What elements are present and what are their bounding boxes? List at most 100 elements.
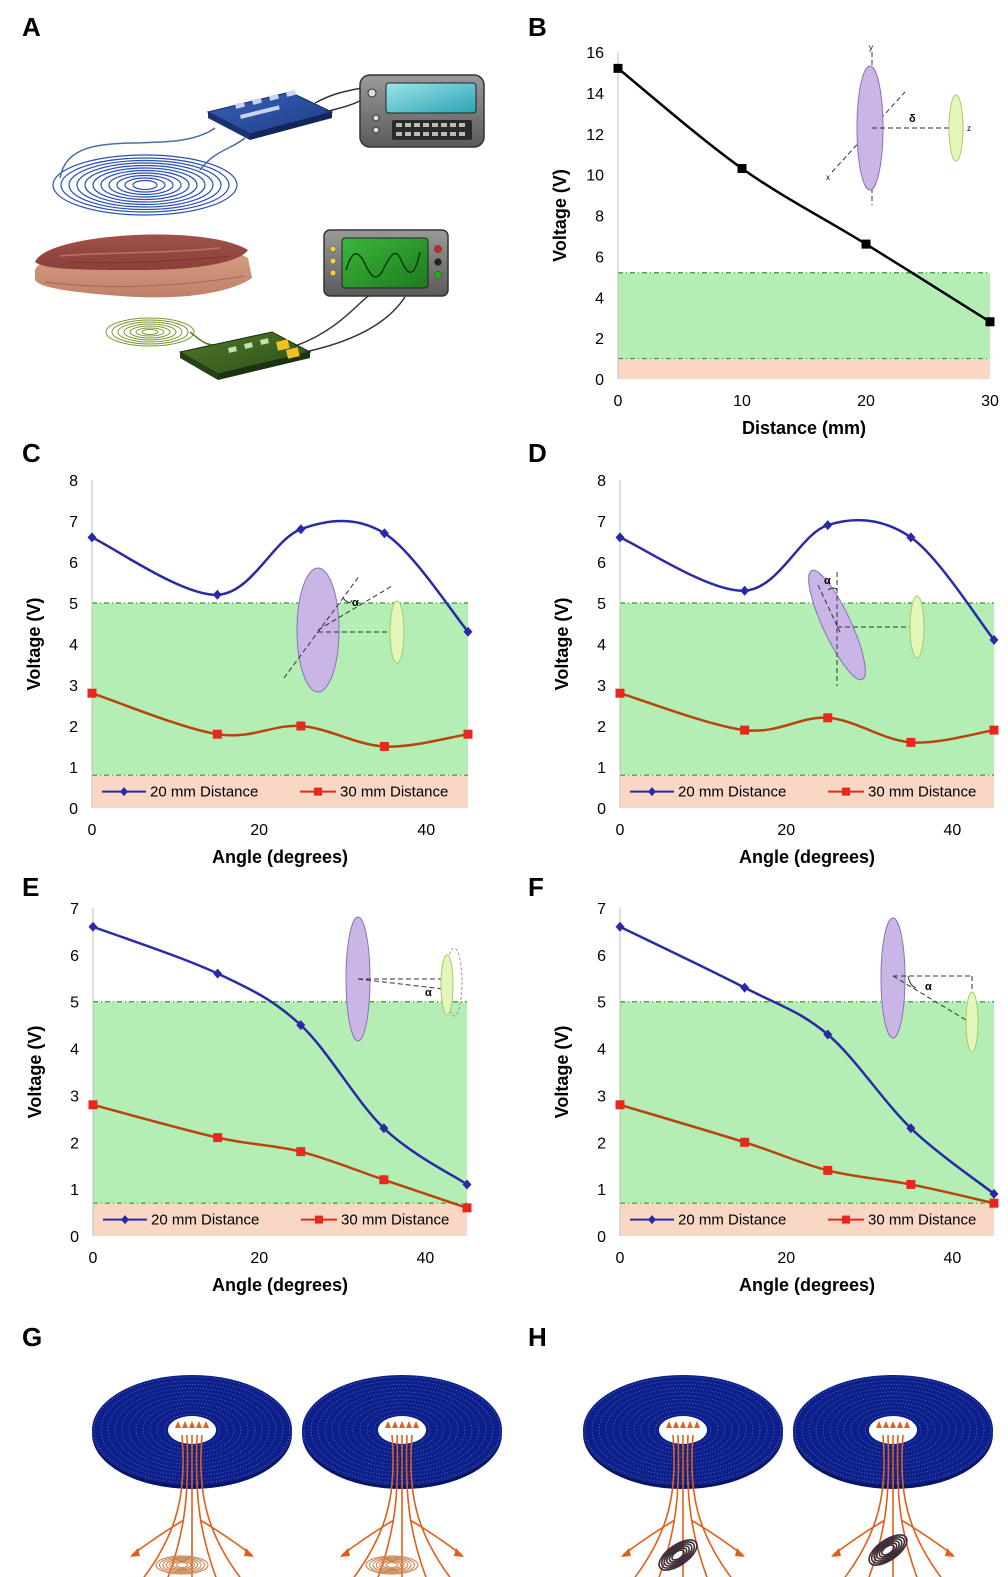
chart-b-x-axis-title: Distance (mm) — [742, 418, 866, 438]
chart-d-series-1-point — [906, 532, 916, 543]
chart-d-series-2-point — [740, 725, 750, 735]
coil-turn — [331, 1391, 473, 1469]
chart-e-series-2-point — [462, 1203, 472, 1213]
receiver-coil-turn — [175, 1562, 189, 1568]
transmitter-board-icon — [206, 89, 334, 140]
field-line — [353, 1434, 394, 1577]
receiver-coil-icon — [105, 317, 195, 347]
panel-label-c: C — [22, 438, 41, 468]
chart-d-y-tick-label: 0 — [597, 801, 606, 818]
field-arrow — [399, 1421, 405, 1428]
panel-label-g: G — [22, 1322, 42, 1352]
chart-e-series-2-point — [88, 1100, 98, 1110]
receiver-coil-turn — [873, 1538, 903, 1562]
chart-c-operating-band — [92, 603, 468, 776]
panel-label-d: D — [528, 438, 547, 468]
chart-d-legend-marker-2 — [842, 787, 850, 796]
receiver-board-icon — [178, 331, 312, 380]
field-arrow — [945, 1548, 955, 1557]
chart-c-legend-label-2: 30 mm Distance — [340, 784, 448, 801]
chart-d-series-2-point — [823, 713, 833, 723]
chart-e-y-tick-label: 7 — [70, 901, 79, 918]
chart-f-legend-marker-1 — [648, 1215, 656, 1225]
field-arrow — [182, 1421, 188, 1428]
chart-b-series-1-line — [617, 67, 991, 323]
panel-a-illustration — [35, 74, 485, 380]
chart-b: 0 2 4 6 8 10 12 14 16 0 10 20 30 Distance (mm) Voltage… — [550, 45, 999, 438]
chart-f-series-2-point — [989, 1198, 999, 1208]
chart-d-x-axis-title: Angle (degrees) — [739, 847, 875, 867]
chart-c-x-tick-label: 20 — [250, 822, 268, 839]
chart-e-x-tick-label: 0 — [89, 1250, 98, 1267]
coil-turn — [366, 1409, 438, 1451]
field-arrow — [735, 1548, 745, 1557]
chart-d-y-tick-label: 8 — [597, 473, 606, 490]
chart-c-x-tick-label: 40 — [417, 822, 435, 839]
field-line — [896, 1434, 918, 1577]
receiver-coil-turn — [379, 1559, 405, 1571]
chart-f-x-axis-title: Angle (degrees) — [739, 1275, 875, 1295]
receiver-coil-turn — [665, 1545, 691, 1565]
field-arrow — [687, 1421, 693, 1428]
coil-turn — [808, 1384, 978, 1477]
inset-d-alpha: α — [824, 575, 831, 587]
coil-turn — [156, 1409, 228, 1451]
coil-turn — [850, 1406, 936, 1454]
coil-center-hole — [378, 1416, 426, 1444]
chart-c-y-tick-label: 0 — [69, 801, 78, 818]
field-line — [143, 1434, 184, 1577]
chart-c-y-tick-label: 5 — [69, 596, 78, 613]
chart-e-operating-band — [93, 1001, 467, 1204]
chart-e-x-tick-label: 20 — [250, 1250, 268, 1267]
panel-label-e: E — [22, 872, 39, 902]
chart-d-y-tick-label: 7 — [597, 514, 606, 531]
panel-h-receiver-right — [868, 1534, 908, 1566]
coil-turn — [107, 1384, 277, 1477]
chart-b-y-tick-label: 10 — [586, 168, 604, 185]
field-line — [691, 1434, 732, 1577]
chart-c-legend-label-1: 20 mm Distance — [150, 784, 258, 801]
receiver-coil-turn — [382, 1561, 402, 1569]
chart-f-legend-label-1: 20 mm Distance — [678, 1212, 786, 1229]
chart-f-y-tick-label: 7 — [597, 901, 606, 918]
field-arrow — [175, 1421, 181, 1428]
chart-c-y-tick-label: 2 — [69, 719, 78, 736]
chart-b-y-tick-label: 8 — [595, 209, 604, 226]
chart-c-series-1-point — [87, 532, 97, 543]
chart-e-y-axis-title: Voltage (V) — [25, 1026, 45, 1119]
chart-c-series-1-point — [212, 589, 222, 600]
field-arrow — [666, 1421, 672, 1428]
chart-f-series-1-point — [823, 1029, 833, 1040]
chart-e-y-tick-label: 4 — [70, 1042, 79, 1059]
chart-c-y-tick-label: 8 — [69, 473, 78, 490]
coil-turn — [149, 1406, 235, 1454]
coil-turn — [654, 1413, 712, 1447]
field-line — [195, 1434, 217, 1577]
chart-f-y-tick-label: 1 — [597, 1182, 606, 1199]
chart-b-series-1-point — [613, 63, 623, 73]
receiver-coil-turn — [158, 1556, 206, 1574]
field-arrow — [621, 1548, 631, 1557]
chart-b-low-band — [618, 358, 990, 379]
chart-e-legend-marker-1 — [121, 1215, 129, 1225]
coil-turn — [598, 1384, 768, 1477]
chart-d-x-tick-label: 0 — [616, 822, 625, 839]
chart-e-low-band — [93, 1203, 467, 1236]
field-line — [405, 1434, 427, 1577]
signal-generator-icon — [359, 74, 485, 148]
field-arrow — [876, 1421, 882, 1428]
chart-f-y-tick-label: 6 — [597, 948, 606, 965]
receiver-coil-turn — [372, 1557, 412, 1573]
field-arrow — [340, 1548, 350, 1557]
receiver-coil-turn — [368, 1556, 416, 1574]
panel-label-h: H — [528, 1322, 547, 1352]
coil-turn — [317, 1384, 487, 1477]
chart-e-series-2-point — [213, 1133, 223, 1143]
field-line — [634, 1434, 675, 1577]
chart-c-y-tick-label: 6 — [69, 555, 78, 572]
coil-turn — [815, 1387, 971, 1473]
chart-e-series-1-point — [296, 1020, 306, 1031]
field-arrow — [897, 1421, 903, 1428]
coil-turn — [640, 1406, 726, 1454]
panel-g-field-left — [130, 1421, 254, 1577]
